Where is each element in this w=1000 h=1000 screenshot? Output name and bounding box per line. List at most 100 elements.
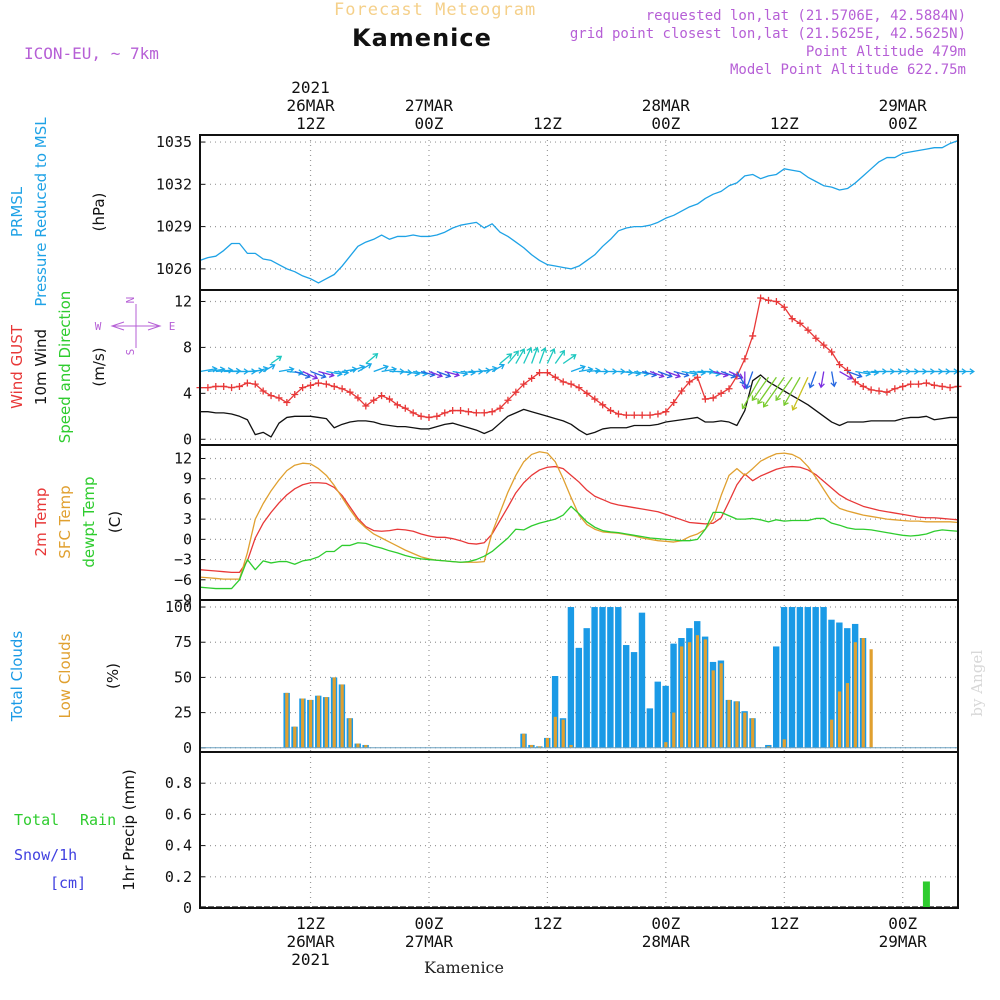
bottom-time-label: 00Z (888, 914, 917, 933)
wind-direction-arrow (507, 350, 519, 364)
total-clouds-bar (575, 647, 582, 748)
gust-marker (235, 382, 243, 390)
low-clouds-bar (308, 699, 313, 748)
low-clouds-bar (766, 746, 771, 748)
wind-direction-arrow (460, 369, 477, 376)
gust-marker (441, 409, 449, 417)
total-clouds-bar (662, 685, 669, 748)
gust-marker (504, 396, 512, 404)
low-clouds-bar (545, 737, 550, 748)
gust-marker (259, 387, 267, 395)
wind-direction-arrow (499, 353, 513, 365)
compass-east: E (169, 320, 176, 333)
wind-direction-arrow (215, 367, 234, 374)
total-clouds-bar (551, 676, 559, 748)
wind-direction-arrow (586, 367, 601, 374)
y-tick-label: 1026 (156, 260, 192, 278)
gust-marker (607, 407, 615, 415)
pressure-unit-label: (hPa) (90, 193, 108, 232)
gust-marker (267, 392, 275, 400)
gust-marker (338, 385, 346, 393)
y-tick-label: −6 (174, 571, 192, 589)
y-tick-label: 0.8 (165, 774, 192, 792)
top-time-label: 29MAR (879, 96, 928, 115)
bottom-time-label: 00Z (651, 914, 680, 933)
gust-marker (757, 294, 765, 302)
total-clouds-bar (788, 607, 796, 748)
y-tick-label: 50 (174, 668, 192, 686)
wind-direction-arrow (554, 349, 565, 364)
low-clouds-bar (687, 642, 692, 748)
y-tick-label: −3 (174, 551, 192, 569)
top-time-label: 00Z (888, 114, 917, 133)
total-clouds-bar (812, 607, 819, 748)
low-clouds-bar (830, 719, 834, 748)
panel-frame (199, 751, 959, 909)
gust-marker (512, 388, 520, 396)
dewpt-line (199, 505, 959, 590)
wind-direction-arrow (531, 346, 540, 364)
gust-marker (307, 381, 315, 389)
bottom-time-label: 27MAR (405, 932, 454, 951)
wind-direction-arrow (365, 353, 379, 365)
gust-marker (622, 411, 630, 419)
gust-marker (220, 382, 228, 390)
y-tick-label: 0 (183, 739, 192, 757)
gust-marker (701, 395, 709, 403)
wind-direction-arrow (847, 370, 863, 379)
gust-marker (354, 394, 362, 402)
low-clouds-bar (356, 743, 360, 748)
gust-marker (551, 373, 559, 381)
requested-coords: requested lon,lat (21.5706E, 42.5884N) (645, 8, 966, 24)
gust-marker (409, 409, 417, 417)
total-clouds-bar (622, 645, 630, 748)
bottom-time-label: 29MAR (879, 932, 928, 951)
wind-direction-label: Speed and Direction (56, 291, 74, 444)
gust-marker (386, 395, 393, 403)
total-clouds-bar (599, 607, 606, 748)
gust-marker (322, 380, 330, 388)
top-time-label: 26MAR (286, 96, 335, 115)
gust-marker (314, 379, 322, 387)
gust-marker (425, 413, 433, 421)
grid-point-coords: grid point closest lon,lat (21.5625E, 42… (569, 26, 966, 42)
gust-marker (417, 412, 425, 420)
gust-marker (212, 382, 220, 390)
top-time-label: 2021 (291, 78, 330, 97)
precip-total-label: Total (14, 811, 59, 829)
wind-direction-arrow (278, 366, 295, 373)
wind-direction-arrow (665, 370, 682, 379)
wind-gust-label: Wind GUST (8, 324, 26, 409)
wind-direction-arrow (538, 347, 547, 364)
gust-marker (251, 380, 259, 388)
low-clouds-bar (782, 739, 786, 748)
gust-marker (828, 348, 836, 356)
gust-marker (591, 395, 599, 403)
gust-marker (812, 334, 820, 342)
total-clouds-bar (630, 652, 638, 748)
total-clouds-bar (615, 607, 622, 748)
gust-marker (330, 382, 338, 390)
y-tick-label: 4 (183, 384, 192, 402)
gust-marker (938, 382, 946, 390)
gust-marker (243, 379, 251, 387)
gust-marker (401, 404, 409, 412)
gust-marker (693, 373, 701, 381)
wind-direction-arrow (357, 362, 373, 373)
precip-snow-unit-label: [cm] (50, 874, 86, 892)
gust-marker (433, 412, 441, 420)
wind-direction-arrow (562, 354, 577, 365)
gust-marker (528, 374, 536, 382)
watermark: by Angel (968, 650, 986, 717)
low-clouds-bar (703, 639, 707, 748)
rain-bar (922, 881, 930, 908)
temp-sfc-label: SFC Temp (56, 485, 74, 558)
gust-marker (496, 404, 504, 412)
location-title: Kamenice (352, 24, 492, 52)
gust-marker (725, 385, 733, 393)
low-clouds-bar (316, 695, 321, 748)
model-altitude: Model Point Altitude 622.75m (729, 62, 966, 78)
panel-precip: 0 0.2 0.4 0.6 0.8 (165, 751, 959, 917)
wind-direction-arrow (818, 371, 825, 389)
compass-north: N (124, 297, 137, 304)
